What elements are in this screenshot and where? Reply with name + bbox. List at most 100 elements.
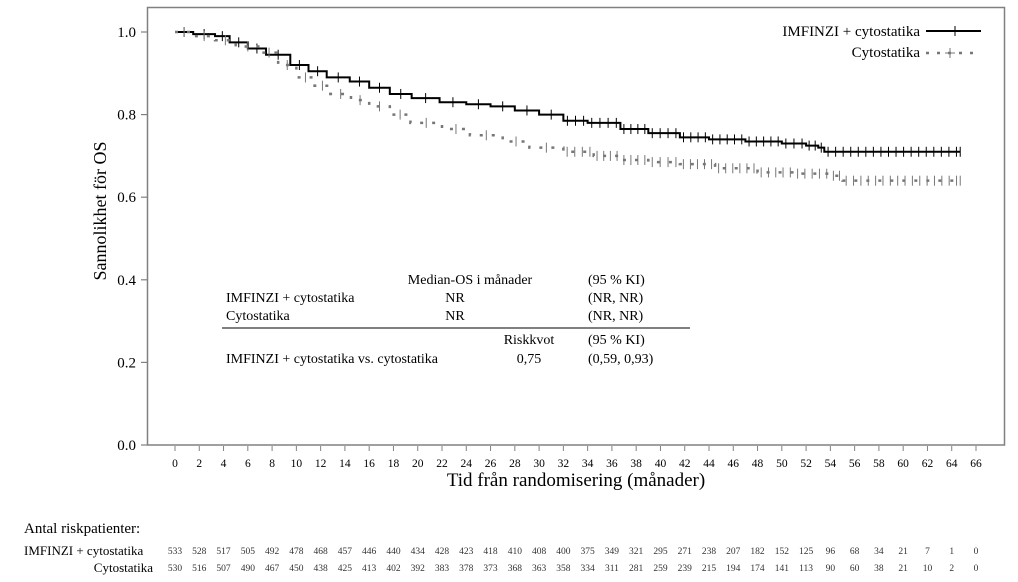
- x-tick-label: 28: [509, 458, 521, 470]
- x-tick-label: 24: [461, 458, 473, 470]
- risk-value: 438: [313, 564, 328, 574]
- risk-value: 492: [264, 547, 280, 557]
- legend-label-imfinzi: IMFINZI + cytostatika: [782, 24, 920, 40]
- y-tick-label: 0.6: [117, 190, 136, 206]
- x-axis: 0 2 4 6 8 10 12 14 16 18 20 22 24 26 28 30 32 34 36 38 40 42 4…: [172, 446, 982, 470]
- risk-value: 400: [556, 547, 571, 557]
- risk-value: 530: [167, 564, 183, 574]
- ann-row3-label: IMFINZI + cytostatika vs. cytostatika: [226, 352, 439, 367]
- ann-row2-ci: (NR, NR): [588, 309, 644, 324]
- x-tick-label: 4: [221, 458, 227, 470]
- x-tick-label: 34: [582, 458, 594, 470]
- risk-value: 90: [825, 564, 836, 574]
- x-tick-label: 60: [897, 458, 909, 470]
- risk-value: 141: [774, 564, 789, 574]
- risk-value: 0: [973, 547, 979, 557]
- x-tick-label: 18: [388, 458, 400, 470]
- x-tick-label: 40: [655, 458, 667, 470]
- risk-value: 425: [337, 564, 353, 574]
- risk-value: 507: [216, 564, 231, 574]
- risk-table-title: Antal riskpatienter:: [24, 521, 141, 537]
- risk-value: 60: [849, 564, 860, 574]
- risk-value: 505: [240, 547, 255, 557]
- risk-value: 10: [922, 564, 933, 574]
- risk-value: 207: [726, 547, 741, 557]
- x-tick-label: 44: [703, 458, 715, 470]
- risk-value: 311: [604, 564, 619, 574]
- km-curve-imfinzi: [175, 31, 961, 153]
- ann-header-median: Median-OS i månader: [408, 273, 533, 288]
- risk-value: 375: [580, 547, 595, 557]
- x-tick-label: 54: [825, 458, 837, 470]
- x-tick-label: 36: [606, 458, 618, 470]
- x-tick-label: 16: [363, 458, 375, 470]
- x-tick-label: 30: [533, 458, 545, 470]
- y-tick-label: 0.8: [117, 108, 136, 124]
- risk-value: 21: [898, 547, 908, 557]
- risk-value: 182: [750, 547, 765, 557]
- ann-header-hr: Riskkvot: [504, 333, 555, 348]
- risk-value: 516: [192, 564, 207, 574]
- ann-row3-hr: 0,75: [517, 352, 542, 367]
- risk-value: 392: [410, 564, 425, 574]
- x-tick-label: 42: [679, 458, 691, 470]
- ann-row1-ci: (NR, NR): [588, 291, 644, 306]
- risk-value: 413: [362, 564, 377, 574]
- risk-value: 38: [874, 564, 884, 574]
- plot-frame: [146, 6, 1006, 446]
- y-tick-label: 0.4: [117, 273, 136, 289]
- x-tick-label: 12: [315, 458, 327, 470]
- risk-value: 517: [216, 547, 231, 557]
- x-tick-label: 14: [339, 458, 351, 470]
- x-tick-label: 66: [970, 458, 982, 470]
- risk-value: 113: [799, 564, 814, 574]
- risk-value: 96: [825, 547, 836, 557]
- legend: IMFINZI + cytostatika Cytostatika: [782, 24, 981, 61]
- x-tick-label: 58: [873, 458, 885, 470]
- risk-value: 21: [898, 564, 908, 574]
- risk-value: 68: [849, 547, 860, 557]
- ann-row1-label: IMFINZI + cytostatika: [226, 291, 355, 306]
- risk-value: 418: [483, 547, 498, 557]
- y-tick-label: 1.0: [117, 25, 136, 41]
- risk-value: 271: [677, 547, 692, 557]
- risk-value: 478: [289, 547, 304, 557]
- risk-value: 402: [386, 564, 401, 574]
- x-tick-label: 20: [412, 458, 424, 470]
- legend-label-cytostatika: Cytostatika: [852, 45, 921, 61]
- risk-value: 383: [434, 564, 450, 574]
- risk-value: 468: [313, 547, 328, 557]
- x-tick-label: 32: [558, 458, 570, 470]
- ann-header-ci2: (95 % KI): [588, 333, 645, 348]
- risk-value: 34: [874, 547, 884, 557]
- y-tick-label: 0.2: [117, 355, 136, 371]
- annotation-table: Median-OS i månader (95 % KI) IMFINZI + …: [222, 273, 690, 367]
- risk-value: 490: [240, 564, 255, 574]
- y-axis-title: Sannolikhet för OS: [90, 142, 110, 281]
- risk-row-label-cytostatika: Cytostatika: [93, 560, 153, 575]
- risk-value: 434: [410, 547, 425, 557]
- x-tick-label: 62: [922, 458, 934, 470]
- km-curve-cytostatika: [175, 30, 961, 182]
- risk-value: 125: [798, 547, 814, 557]
- ann-row1-median: NR: [445, 291, 465, 306]
- risk-value: 446: [362, 547, 377, 557]
- x-tick-label: 48: [752, 458, 764, 470]
- x-tick-label: 52: [800, 458, 812, 470]
- x-tick-label: 8: [269, 458, 275, 470]
- curves: [175, 27, 961, 186]
- risk-value: 373: [483, 564, 498, 574]
- risk-value: 533: [167, 547, 183, 557]
- risk-value: 239: [677, 564, 692, 574]
- risk-value: 281: [629, 564, 644, 574]
- x-tick-label: 22: [436, 458, 448, 470]
- x-tick-label: 26: [485, 458, 497, 470]
- risk-value: 528: [192, 547, 207, 557]
- risk-value: 334: [580, 564, 595, 574]
- ann-row2-median: NR: [445, 309, 465, 324]
- x-tick-label: 46: [728, 458, 740, 470]
- risk-value: 457: [337, 547, 353, 557]
- risk-value: 259: [653, 564, 668, 574]
- ann-row2-label: Cytostatika: [226, 309, 291, 324]
- risk-value: 321: [629, 547, 644, 557]
